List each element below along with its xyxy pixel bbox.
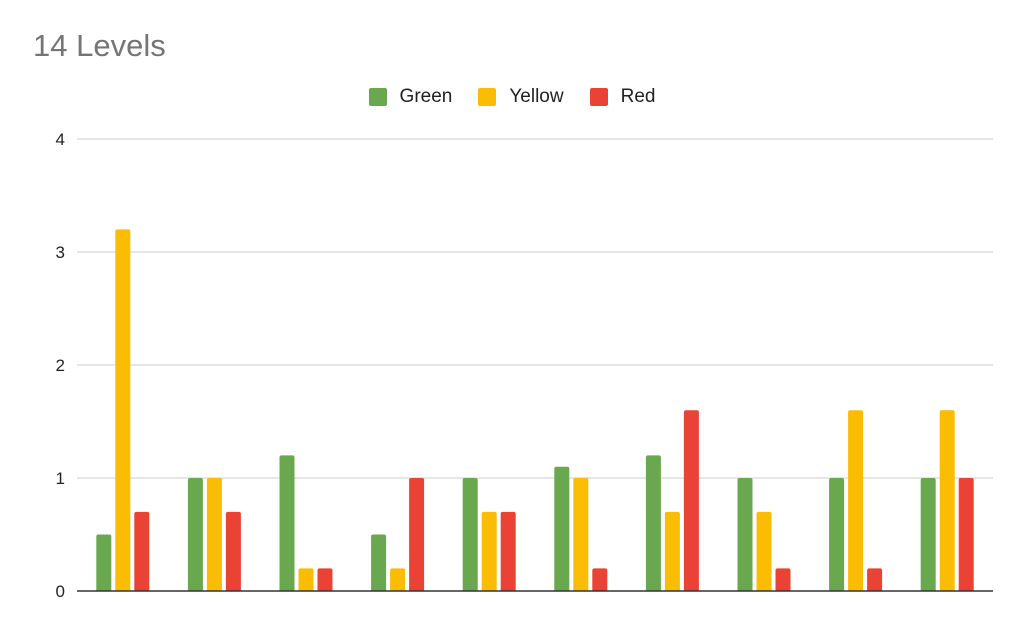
bar-green-10[interactable] bbox=[920, 478, 936, 591]
legend-swatch-red bbox=[589, 88, 608, 106]
legend-item-red[interactable]: Red bbox=[589, 86, 656, 108]
bar-yellow-9[interactable] bbox=[848, 410, 864, 591]
bar-yellow-2[interactable] bbox=[206, 478, 222, 591]
legend-label-red: Red bbox=[620, 86, 656, 107]
bar-red-10[interactable] bbox=[958, 478, 974, 591]
bar-green-1[interactable] bbox=[96, 534, 112, 592]
bar-yellow-3[interactable] bbox=[298, 568, 314, 591]
bars bbox=[96, 229, 974, 592]
legend-item-yellow[interactable]: Yellow bbox=[478, 86, 564, 108]
bar-red-1[interactable] bbox=[134, 511, 150, 591]
chart-title: 14 Levels bbox=[33, 28, 166, 63]
bar-green-5[interactable] bbox=[462, 478, 478, 591]
chart-legend: Green Yellow Red bbox=[0, 84, 1024, 110]
legend-label-yellow: Yellow bbox=[509, 86, 564, 107]
y-tick-label: 1 bbox=[56, 469, 65, 488]
bar-yellow-5[interactable] bbox=[481, 511, 497, 591]
bar-red-4[interactable] bbox=[409, 478, 425, 591]
bar-red-8[interactable] bbox=[775, 568, 791, 591]
bar-green-8[interactable] bbox=[737, 478, 753, 591]
bar-red-6[interactable] bbox=[592, 568, 608, 591]
bar-yellow-1[interactable] bbox=[115, 229, 131, 591]
bar-red-3[interactable] bbox=[317, 568, 333, 591]
y-tick-label: 2 bbox=[56, 356, 65, 375]
bar-yellow-6[interactable] bbox=[573, 478, 589, 591]
bar-green-6[interactable] bbox=[554, 466, 570, 591]
bar-yellow-8[interactable] bbox=[756, 511, 772, 591]
bar-red-5[interactable] bbox=[500, 511, 516, 591]
bar-green-2[interactable] bbox=[187, 478, 203, 591]
bar-yellow-10[interactable] bbox=[939, 410, 955, 591]
legend-swatch-yellow bbox=[478, 88, 497, 106]
bar-yellow-7[interactable] bbox=[664, 511, 680, 591]
y-tick-label: 3 bbox=[56, 243, 65, 262]
y-tick-label: 4 bbox=[56, 130, 65, 149]
bar-red-9[interactable] bbox=[867, 568, 883, 591]
legend-swatch-green bbox=[368, 88, 387, 106]
bar-red-2[interactable] bbox=[225, 511, 241, 591]
y-axis-ticks: 0 1 2 3 4 bbox=[56, 130, 65, 601]
bar-green-3[interactable] bbox=[279, 455, 295, 591]
bar-red-7[interactable] bbox=[683, 410, 699, 591]
legend-label-green: Green bbox=[399, 86, 453, 107]
bar-green-7[interactable] bbox=[645, 455, 661, 591]
bar-green-9[interactable] bbox=[829, 478, 845, 591]
y-tick-label: 0 bbox=[56, 582, 65, 601]
bar-green-4[interactable] bbox=[371, 534, 387, 592]
legend-item-green[interactable]: Green bbox=[368, 86, 453, 108]
bar-yellow-4[interactable] bbox=[390, 568, 406, 591]
